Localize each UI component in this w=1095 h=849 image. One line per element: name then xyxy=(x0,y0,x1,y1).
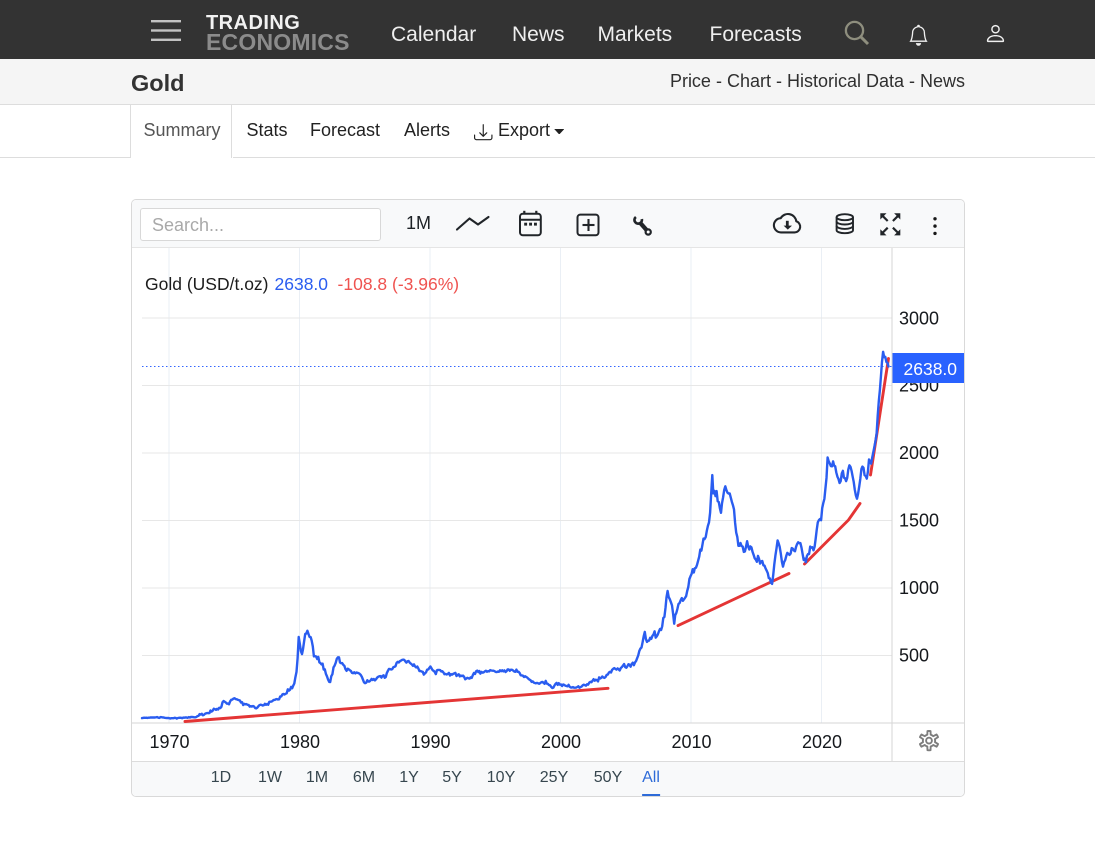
svg-text:3000: 3000 xyxy=(899,309,939,329)
svg-text:2010: 2010 xyxy=(671,732,711,752)
svg-text:1000: 1000 xyxy=(899,578,939,598)
svg-text:1990: 1990 xyxy=(410,732,450,752)
svg-text:2000: 2000 xyxy=(899,443,939,463)
svg-text:1980: 1980 xyxy=(280,732,320,752)
svg-text:2020: 2020 xyxy=(802,732,842,752)
svg-text:500: 500 xyxy=(899,646,929,666)
svg-text:2000: 2000 xyxy=(541,732,581,752)
svg-text:2638.0: 2638.0 xyxy=(904,359,958,379)
svg-text:1500: 1500 xyxy=(899,511,939,531)
svg-text:1970: 1970 xyxy=(149,732,189,752)
svg-text:Gold (USD/t.oz)2638.0-108.8 (-: Gold (USD/t.oz) 2638.0 -108.8 (-3.96%) xyxy=(145,274,459,294)
